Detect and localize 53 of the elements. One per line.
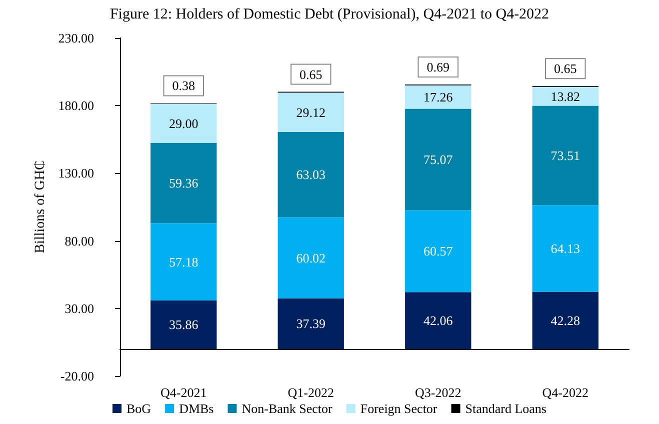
data-label: 42.06 — [424, 313, 454, 328]
x-tick-label: Q4-2021 — [160, 385, 207, 400]
y-tick-label: -20.00 — [60, 368, 94, 384]
data-label: 17.26 — [424, 90, 454, 105]
bar — [405, 108, 472, 210]
data-label: 0.69 — [426, 59, 450, 74]
x-tick-label: Q1-2022 — [288, 385, 334, 400]
y-tick-label: 230.00 — [58, 30, 94, 46]
bar — [150, 300, 217, 349]
data-label: 64.13 — [550, 240, 580, 256]
data-label: 42.28 — [550, 312, 580, 328]
bar — [532, 87, 598, 106]
chart-title: Figure 12: Holders of Domestic Debt (Provisional), Q4-2021 to Q4-2022 — [110, 6, 550, 22]
x-tick-label: Q3-2022 — [415, 385, 462, 400]
bar — [150, 223, 217, 300]
bar — [278, 132, 344, 218]
bar — [532, 106, 598, 206]
y-tick-label: 80.00 — [64, 233, 94, 248]
bar — [278, 298, 344, 349]
bar — [278, 92, 344, 132]
data-label: 73.51 — [550, 148, 580, 163]
bar — [532, 205, 598, 292]
data-label: 29.12 — [296, 104, 326, 120]
data-label: 0.65 — [300, 66, 322, 82]
legend-label: BoG — [126, 401, 152, 416]
data-label: 75.07 — [424, 152, 454, 167]
bar — [532, 292, 598, 349]
y-tick-label: 130.00 — [58, 166, 94, 181]
data-label: 29.00 — [169, 116, 198, 131]
legend-label: Non-Bank Sector — [242, 401, 334, 416]
data-label: 13.82 — [550, 88, 580, 104]
data-label: 37.39 — [296, 316, 326, 332]
bar — [150, 104, 217, 143]
data-label: 59.36 — [169, 176, 199, 191]
data-label: 0.38 — [172, 78, 195, 94]
legend-label: Standard Loans — [465, 401, 546, 416]
x-tick-label: Q4-2022 — [542, 385, 588, 400]
data-label: 57.18 — [169, 254, 198, 270]
legend-label: DMBs — [179, 401, 214, 416]
bar — [278, 217, 344, 298]
bar — [405, 85, 472, 109]
y-tick-label: 180.00 — [58, 98, 94, 114]
y-tick-label: 30.00 — [64, 300, 94, 316]
data-label: 60.02 — [296, 250, 326, 266]
bar — [150, 142, 217, 224]
y-axis-title: Billions of GH₵ — [32, 160, 48, 254]
data-label: 0.65 — [554, 61, 577, 76]
bar — [405, 210, 472, 292]
data-label: 60.57 — [424, 244, 454, 259]
data-label: 63.03 — [296, 167, 326, 182]
data-label: 35.86 — [169, 317, 199, 332]
legend-label: Foreign Sector — [360, 401, 438, 416]
bar — [405, 292, 472, 349]
